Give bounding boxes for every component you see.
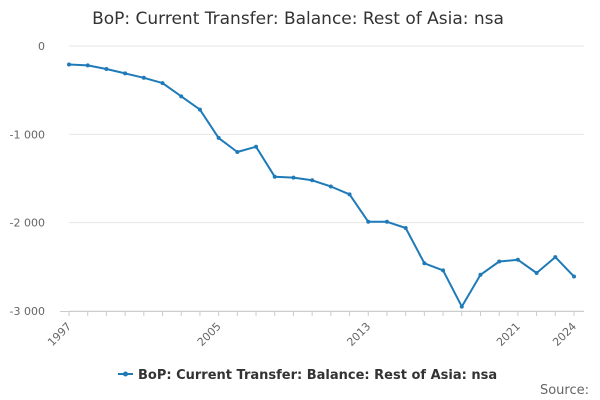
- data-point[interactable]: [422, 261, 427, 266]
- data-point[interactable]: [85, 63, 90, 68]
- data-point[interactable]: [478, 272, 483, 277]
- data-point[interactable]: [441, 268, 446, 273]
- y-tick-label: 0: [38, 40, 45, 53]
- x-tick-label: 2024: [550, 320, 579, 349]
- legend-label[interactable]: BoP: Current Transfer: Balance: Rest of …: [138, 368, 497, 383]
- chart-title: BoP: Current Transfer: Balance: Rest of …: [92, 9, 504, 29]
- source-label: Source:: [540, 383, 589, 398]
- data-point[interactable]: [254, 144, 259, 149]
- data-point[interactable]: [291, 175, 296, 180]
- x-tick-label: 2013: [344, 320, 373, 349]
- data-point[interactable]: [310, 178, 315, 183]
- legend-point-marker: [123, 371, 128, 377]
- data-point[interactable]: [272, 174, 277, 179]
- data-point[interactable]: [197, 107, 202, 112]
- data-point[interactable]: [123, 71, 128, 76]
- data-point[interactable]: [403, 225, 408, 230]
- data-point[interactable]: [235, 150, 240, 154]
- data-point[interactable]: [553, 255, 558, 260]
- y-tick-label: -2 000: [10, 217, 45, 230]
- y-tick-label: -3 000: [10, 305, 45, 318]
- data-point[interactable]: [179, 94, 184, 99]
- grid-lines: [69, 45, 584, 312]
- data-point[interactable]: [497, 259, 502, 264]
- data-point[interactable]: [67, 62, 71, 67]
- data-point[interactable]: [459, 304, 464, 309]
- series-line[interactable]: [68, 63, 575, 308]
- series-layer: [67, 62, 576, 309]
- data-point[interactable]: [572, 274, 576, 279]
- y-tick-label: -1 000: [10, 128, 45, 141]
- data-point[interactable]: [160, 81, 165, 86]
- x-tick-label: 2005: [195, 320, 224, 349]
- data-point[interactable]: [515, 257, 520, 262]
- data-point[interactable]: [104, 66, 109, 71]
- data-point[interactable]: [534, 271, 539, 276]
- data-point[interactable]: [384, 219, 389, 224]
- legend[interactable]: BoP: Current Transfer: Balance: Rest of …: [118, 368, 497, 383]
- data-point[interactable]: [366, 219, 371, 224]
- data-point[interactable]: [328, 184, 333, 189]
- data-point[interactable]: [141, 75, 146, 80]
- data-point[interactable]: [347, 192, 352, 197]
- x-tick-label: 1997: [45, 320, 74, 349]
- x-tick-label: 2021: [494, 320, 523, 349]
- data-point[interactable]: [216, 135, 221, 140]
